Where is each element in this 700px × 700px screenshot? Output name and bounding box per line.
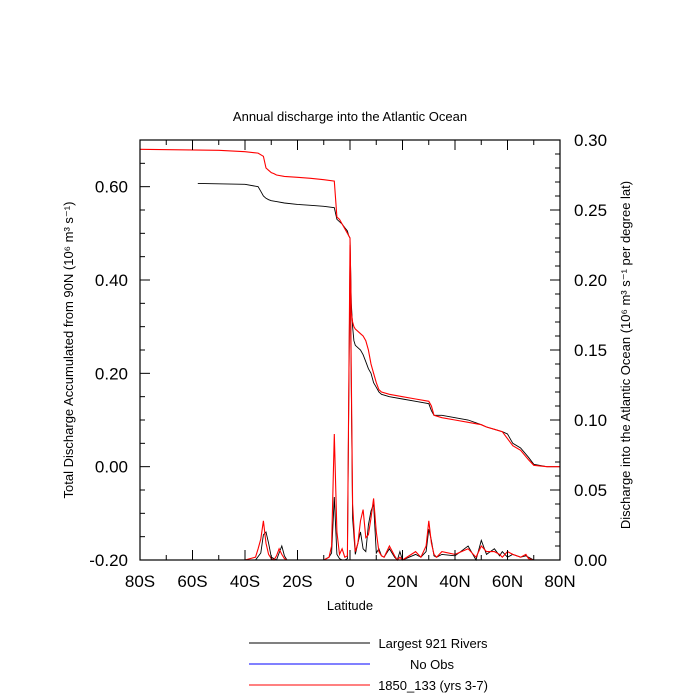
legend-label: No Obs — [410, 657, 455, 672]
y-left-tick-label: -0.20 — [89, 551, 128, 570]
y-left-tick-label: 0.20 — [95, 364, 128, 383]
y-right-tick-label: 0.05 — [574, 481, 607, 500]
y-left-tick-label: 0.00 — [95, 458, 128, 477]
plot-frame — [139, 139, 561, 561]
y-right-tick-label: 0.10 — [574, 411, 607, 430]
x-axis: 80S 60S 40S 20S 0 20N 40N 60N 80N — [125, 140, 576, 591]
y-axis-left-label: Total Discharge Accumulated from 90N (10… — [61, 202, 76, 499]
x-tick-label: 0 — [345, 572, 354, 591]
x-tick-label: 40N — [439, 572, 470, 591]
legend-label: 1850_133 (yrs 3-7) — [378, 678, 488, 693]
y-axis-right-label: Discharge into the Atlantic Ocean (10⁶ m… — [618, 181, 633, 529]
y-right-tick-label: 0.30 — [574, 131, 607, 150]
x-tick-label: 40S — [230, 572, 260, 591]
x-tick-label: 20N — [387, 572, 418, 591]
y-right-tick-label: 0.15 — [574, 341, 607, 360]
legend: Largest 921 Rivers No Obs 1850_133 (yrs 3-… — [249, 636, 488, 693]
x-axis-label: Latitude — [327, 598, 373, 613]
x-tick-label: 20S — [282, 572, 312, 591]
plot-area — [139, 148, 560, 562]
chart-title: Annual discharge into the Atlantic Ocean — [233, 109, 467, 124]
x-tick-label: 60N — [492, 572, 523, 591]
y-axis-right: 0.00 0.05 0.10 0.15 0.20 0.25 0.30 — [550, 131, 607, 570]
y-left-tick-label: 0.60 — [95, 178, 128, 197]
x-tick-label: 80S — [125, 572, 155, 591]
series-line-3-right — [140, 244, 560, 561]
series-line-0-left — [197, 182, 560, 468]
x-tick-label: 60S — [177, 572, 207, 591]
y-right-tick-label: 0.00 — [574, 551, 607, 570]
y-right-tick-label: 0.25 — [574, 201, 607, 220]
y-left-tick-label: 0.40 — [95, 271, 128, 290]
series-line-1-left — [139, 148, 560, 468]
x-tick-label: 80N — [544, 572, 575, 591]
y-axis-left: -0.20 0.00 0.20 0.40 0.60 — [89, 139, 150, 570]
legend-label: Largest 921 Rivers — [378, 636, 488, 651]
y-right-tick-label: 0.20 — [574, 271, 607, 290]
